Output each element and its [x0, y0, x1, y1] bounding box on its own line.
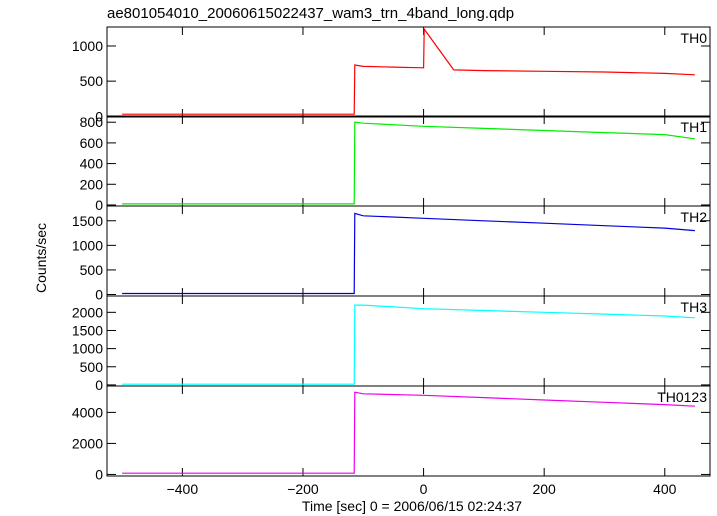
y-axis-label: Counts/sec [33, 223, 49, 293]
y-tick-label: 800 [80, 114, 104, 130]
panel-th0123: 0 2000 4000 TH0123 [72, 385, 711, 482]
y-tick-label: 500 [80, 359, 104, 375]
series-line-th0 [122, 27, 695, 115]
panel-frame [106, 115, 711, 207]
panel-th1: 0 200 400 600 800 TH1 [80, 114, 711, 213]
y-tick-label: 400 [80, 156, 104, 172]
series-line-th0123 [122, 391, 695, 474]
x-tick-label: 200 [532, 481, 556, 497]
series-line-th3 [122, 304, 695, 385]
x-tick-label: 0 [420, 481, 428, 497]
y-tick-label: 1000 [72, 237, 103, 253]
y-tick-label: 1500 [72, 213, 103, 229]
chart-panels: 0 500 1000 TH0 0 200 400 600 800 TH1 0 500 1000 1500 T… [72, 26, 711, 482]
series-line-th1 [122, 121, 695, 205]
y-tick-label: 0 [95, 377, 103, 393]
y-tick-label: 600 [80, 135, 104, 151]
panel-th3: 0 500 1000 1500 2000 TH3 [72, 295, 711, 393]
panel-label: TH0 [681, 30, 708, 46]
panel-frame [106, 26, 711, 118]
y-tick-label: 2000 [72, 435, 103, 451]
panel-label: TH2 [681, 209, 708, 225]
x-axis-label: Time [sec] 0 = 2006/06/15 02:24:37 [302, 498, 522, 514]
y-tick-label: 200 [80, 176, 104, 192]
series-line-th2 [122, 212, 695, 295]
panel-frame [106, 295, 711, 387]
x-axis: −400 −200 0 200 400 [167, 481, 677, 497]
panel-label: TH1 [681, 119, 708, 135]
panel-label: TH0123 [657, 389, 707, 405]
y-tick-label: 0 [95, 197, 103, 213]
panel-th0: 0 500 1000 TH0 [72, 26, 711, 124]
y-tick-label: 1500 [72, 322, 103, 338]
x-tick-label: −400 [167, 481, 199, 497]
y-tick-label: 500 [80, 262, 104, 278]
y-tick-label: 0 [95, 466, 103, 482]
y-tick-label: 1000 [72, 38, 103, 54]
chart-title: ae801054010_20060615022437_wam3_trn_4ban… [107, 5, 514, 22]
y-tick-label: 500 [80, 73, 104, 89]
y-tick-label: 0 [95, 108, 103, 124]
y-tick-label: 1000 [72, 341, 103, 357]
y-tick-label: 2000 [72, 304, 103, 320]
x-tick-label: −200 [287, 481, 319, 497]
panel-th2: 0 500 1000 1500 TH2 [72, 205, 711, 303]
y-tick-label: 4000 [72, 404, 103, 420]
y-tick-label: 0 [95, 287, 103, 303]
panel-label: TH3 [681, 299, 708, 315]
panel-frame [106, 385, 711, 477]
panel-frame [106, 205, 711, 297]
x-tick-label: 400 [653, 481, 677, 497]
